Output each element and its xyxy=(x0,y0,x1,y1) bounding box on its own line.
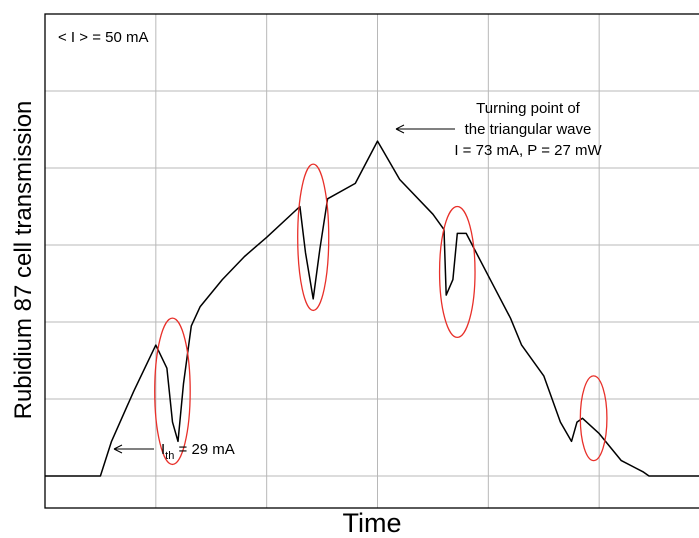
y-axis-title: Rubidium 87 cell transmission xyxy=(10,101,37,420)
threshold-arrow xyxy=(113,444,154,454)
turning-point-arrow xyxy=(395,124,455,134)
x-axis-title: Time xyxy=(343,508,402,538)
mean-current-label: < I > = 50 mA xyxy=(58,29,148,46)
turning-point-label: the triangular wave xyxy=(465,121,592,138)
dip-highlight-ellipse xyxy=(154,317,191,466)
dip-highlight-ellipse xyxy=(438,205,476,339)
turning-point-label: I = 73 mA, P = 27 mW xyxy=(454,142,602,159)
dip-highlights xyxy=(154,163,608,466)
plot-frame xyxy=(44,13,699,509)
series-line xyxy=(45,140,699,477)
dip-highlight-ellipse xyxy=(297,163,330,312)
grid xyxy=(45,14,699,508)
annotations: < I > = 50 mA Turning point of the triangu… xyxy=(58,29,602,462)
turning-point-label: Turning point of xyxy=(476,100,581,117)
dip-highlight-ellipse xyxy=(579,375,608,462)
threshold-current-label: Ith = 29 mA xyxy=(161,441,235,462)
